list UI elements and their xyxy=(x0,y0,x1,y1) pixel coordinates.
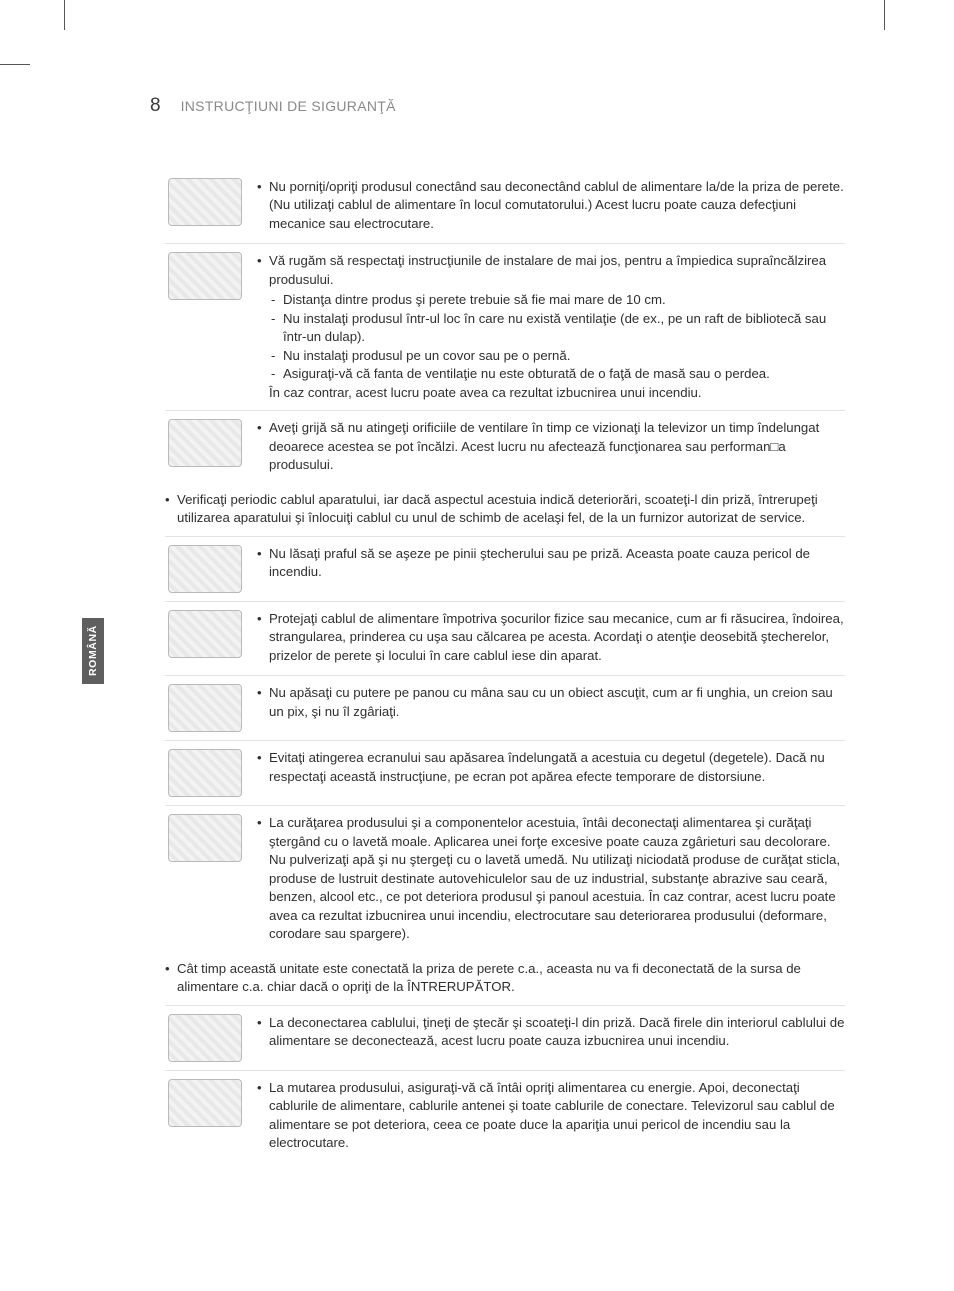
language-tab: ROMÂNĂ xyxy=(82,618,104,684)
instruction-text: La mutarea produsului, asiguraţi-vă că î… xyxy=(257,1079,845,1153)
instruction-text: Nu porniţi/opriţi produsul conectând sau… xyxy=(257,178,845,233)
instruction-text: Nu apăsaţi cu putere pe panou cu mâna sa… xyxy=(257,684,845,721)
power-cord-icon-image xyxy=(168,178,242,226)
instruction-row: Nu porniţi/opriţi produsul conectând sau… xyxy=(165,170,845,244)
dust-plug-icon-image xyxy=(168,545,242,593)
instruction-text: Verificaţi periodic cablul aparatului, i… xyxy=(165,491,845,528)
crop-mark xyxy=(64,0,65,30)
crop-mark xyxy=(0,64,30,65)
instruction-text-cell: Protejaţi cablul de alimentare împotriva… xyxy=(257,608,845,667)
instruction-text: La deconectarea cablului, ţineţi de ştec… xyxy=(257,1014,845,1051)
instruction-text-cell: La deconectarea cablului, ţineţi de ştec… xyxy=(257,1012,845,1053)
crop-mark xyxy=(884,0,885,30)
instruction-text: Evitaţi atingerea ecranului sau apăsarea… xyxy=(257,749,845,786)
instruction-row: Evitaţi atingerea ecranului sau apăsarea… xyxy=(165,741,845,806)
page-title: INSTRUCŢIUNI DE SIGURANŢĂ xyxy=(181,98,396,114)
instruction-subtext: Distanţa dintre produs şi perete trebuie… xyxy=(257,291,845,309)
hot-vent-icon xyxy=(165,417,245,467)
instruction-text: Protejaţi cablul de alimentare împotriva… xyxy=(257,610,845,665)
instruction-text: La curăţarea produsului şi a componentel… xyxy=(257,814,845,943)
instruction-subtext: Nu instalaţi produsul pe un covor sau pe… xyxy=(257,347,845,365)
instruction-text-cell: Vă rugăm să respectaţi instrucţiunile de… xyxy=(257,250,845,402)
cleaning-icon xyxy=(165,812,245,862)
instruction-subtext: Asiguraţi-vă că fanta de ventilaţie nu e… xyxy=(257,365,845,383)
power-cord-icon xyxy=(165,176,245,226)
instruction-text-cell: Nu apăsaţi cu putere pe panou cu mâna sa… xyxy=(257,682,845,723)
ventilation-icon xyxy=(165,250,245,300)
instruction-text-cell: Aveţi grijă să nu atingeţi orificiile de… xyxy=(257,417,845,476)
move-product-icon xyxy=(165,1077,245,1127)
instruction-text-cell: La curăţarea produsului şi a componentel… xyxy=(257,812,845,945)
no-touch-icon xyxy=(165,747,245,797)
instruction-text: Aveţi grijă să nu atingeţi orificiile de… xyxy=(257,419,845,474)
instruction-trailer: În caz contrar, acest lucru poate avea c… xyxy=(257,384,845,402)
instruction-text-cell: Nu lăsaţi praful să se aşeze pe pinii şt… xyxy=(257,543,845,584)
ventilation-icon-image xyxy=(168,252,242,300)
instruction-subtext: Nu instalaţi produsul într-ul loc în car… xyxy=(257,310,845,347)
dust-plug-icon xyxy=(165,543,245,593)
page-header: 8 INSTRUCŢIUNI DE SIGURANŢĂ xyxy=(150,95,850,118)
instruction-row: Verificaţi periodic cablul aparatului, i… xyxy=(165,485,845,537)
content-body: Nu porniţi/opriţi produsul conectând sau… xyxy=(165,170,845,1163)
instruction-text-cell: La mutarea produsului, asiguraţi-vă că î… xyxy=(257,1077,845,1155)
instruction-row: Aveţi grijă să nu atingeţi orificiile de… xyxy=(165,411,845,484)
instruction-text-cell: Nu porniţi/opriţi produsul conectând sau… xyxy=(257,176,845,235)
instruction-row: La deconectarea cablului, ţineţi de ştec… xyxy=(165,1006,845,1071)
instruction-row: Protejaţi cablul de alimentare împotriva… xyxy=(165,602,845,676)
hot-vent-icon-image xyxy=(168,419,242,467)
instruction-row: Nu apăsaţi cu putere pe panou cu mâna sa… xyxy=(165,676,845,741)
instruction-row: Nu lăsaţi praful să se aşeze pe pinii şt… xyxy=(165,537,845,602)
move-product-icon-image xyxy=(168,1079,242,1127)
cable-protect-icon-image xyxy=(168,610,242,658)
page-number: 8 xyxy=(150,95,161,117)
cable-protect-icon xyxy=(165,608,245,658)
no-press-icon xyxy=(165,682,245,732)
instruction-row: Vă rugăm să respectaţi instrucţiunile de… xyxy=(165,244,845,411)
unplug-icon xyxy=(165,1012,245,1062)
instruction-text: Cât timp această unitate este conectată … xyxy=(165,960,845,997)
no-touch-icon-image xyxy=(168,749,242,797)
no-press-icon-image xyxy=(168,684,242,732)
unplug-icon-image xyxy=(168,1014,242,1062)
instruction-text-cell: Evitaţi atingerea ecranului sau apăsarea… xyxy=(257,747,845,788)
instruction-row: La curăţarea produsului şi a componentel… xyxy=(165,806,845,953)
cleaning-icon-image xyxy=(168,814,242,862)
instruction-text: Nu lăsaţi praful să se aşeze pe pinii şt… xyxy=(257,545,845,582)
instruction-row: Cât timp această unitate este conectată … xyxy=(165,954,845,1006)
instruction-row: La mutarea produsului, asiguraţi-vă că î… xyxy=(165,1071,845,1163)
instruction-text: Vă rugăm să respectaţi instrucţiunile de… xyxy=(257,252,845,289)
